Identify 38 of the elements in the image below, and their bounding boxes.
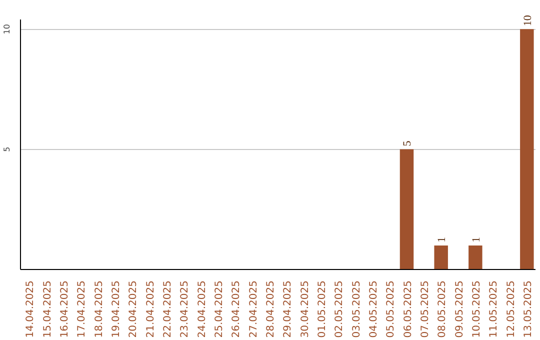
x-tick-label: 27.04.2025 — [248, 280, 260, 338]
x-tick-label: 10.05.2025 — [471, 280, 482, 338]
x-tick-label: 24.04.2025 — [196, 280, 208, 338]
data-label: 1 — [436, 236, 448, 242]
x-tick-label: 04.05.2025 — [368, 280, 380, 338]
x-tick-label: 07.05.2025 — [420, 280, 431, 338]
x-tick-label: 30.04.2025 — [300, 280, 311, 338]
x-tick-label: 11.05.2025 — [488, 280, 500, 338]
x-tick-label: 05.05.2025 — [386, 280, 397, 338]
x-tick-label: 28.04.2025 — [265, 280, 276, 338]
x-tick-label: 13.05.2025 — [522, 280, 534, 338]
bar — [468, 245, 482, 270]
x-tick-label: 16.04.2025 — [59, 280, 70, 338]
x-tick-label: 19.04.2025 — [110, 280, 122, 338]
x-tick-label: 09.05.2025 — [454, 280, 466, 338]
x-tick-label: 21.04.2025 — [145, 280, 156, 338]
x-tick-label: 22.04.2025 — [162, 280, 174, 338]
x-tick-label: 20.04.2025 — [128, 280, 140, 338]
x-tick-label: 14.04.2025 — [25, 280, 36, 338]
data-label: 10 — [522, 14, 534, 26]
bar — [434, 245, 448, 270]
bar — [400, 149, 414, 270]
x-tick-label: 01.05.2025 — [316, 280, 328, 338]
data-label: 5 — [402, 140, 414, 146]
x-tick-label: 03.05.2025 — [351, 280, 362, 338]
x-tick-label: 18.04.2025 — [94, 280, 105, 338]
x-tick-label: 23.04.2025 — [180, 280, 191, 338]
x-tick-label: 29.04.2025 — [282, 280, 294, 338]
bar — [520, 29, 534, 270]
x-tick-label: 17.04.2025 — [76, 280, 88, 338]
data-label: 1 — [470, 236, 482, 242]
x-tick-label: 15.04.2025 — [42, 280, 54, 338]
x-tick-label: 26.04.2025 — [231, 280, 242, 338]
x-tick-label: 25.04.2025 — [214, 280, 225, 338]
x-tick-label: 12.05.2025 — [506, 280, 517, 338]
x-tick-label: 08.05.2025 — [437, 280, 448, 338]
x-tick-label: 02.05.2025 — [334, 280, 346, 338]
x-tick-label: 06.05.2025 — [402, 280, 414, 338]
